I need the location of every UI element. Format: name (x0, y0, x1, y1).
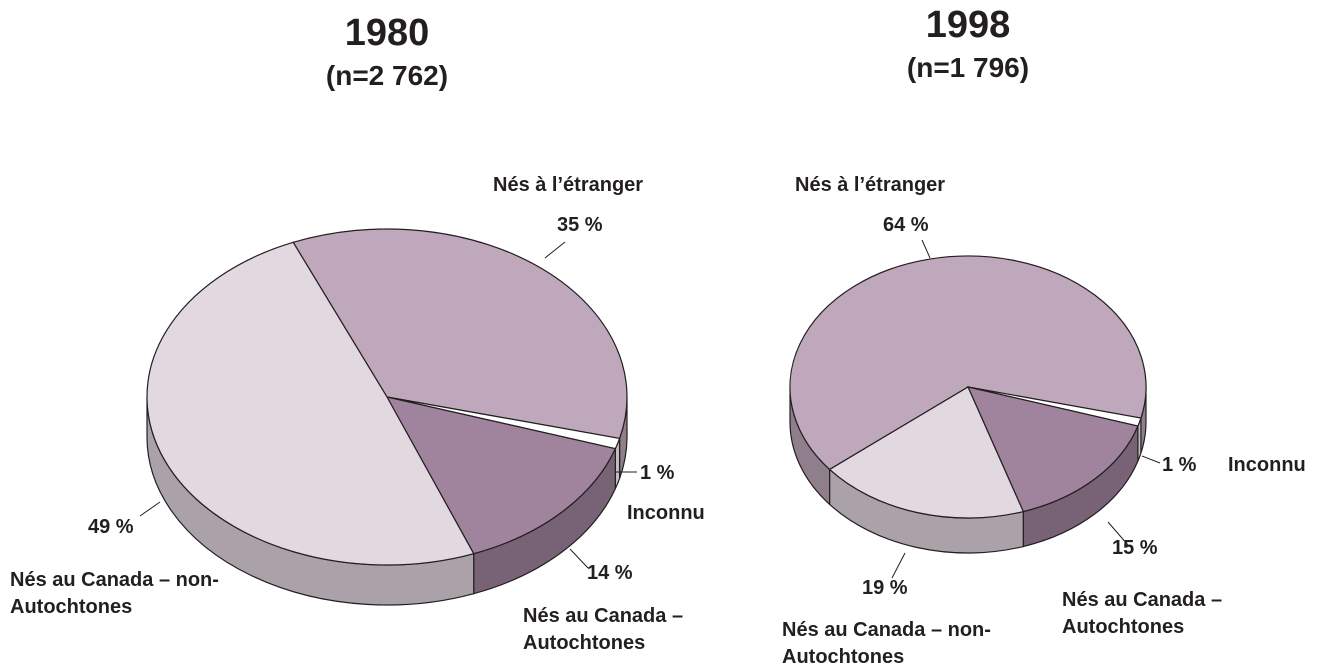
leader-line (139, 501, 161, 517)
value-label: 19 % (862, 577, 908, 599)
value-label: 35 % (557, 214, 603, 236)
leader-line (1107, 521, 1129, 546)
slice-label: Inconnu (1228, 454, 1306, 476)
slice (828, 386, 1025, 519)
leader-line (891, 552, 906, 579)
slice (789, 255, 1147, 471)
leader-line (569, 548, 589, 569)
slice-label: Nés au Canada – non-Autochtones (782, 619, 991, 668)
slice-label: Nés à l’étranger (493, 174, 644, 196)
chart-title: 1980 (344, 12, 430, 54)
leader-line (544, 241, 566, 259)
value-label: 49 % (88, 516, 134, 538)
chart-title: 1998 (925, 4, 1011, 46)
slice (966, 386, 1139, 513)
leader-line (921, 239, 931, 259)
value-label: 64 % (883, 214, 929, 236)
leader-line (1141, 455, 1161, 464)
slice (146, 241, 475, 566)
chart-subtitle: (n=2 762) (325, 60, 449, 91)
slice-label: Nés au Canada – Autochtones (523, 605, 684, 654)
slice-label: Nés au Canada – non-Autochtones (10, 569, 219, 618)
slice-label: Inconnu (627, 502, 705, 524)
value-label: 1 % (640, 462, 675, 484)
value-label: 14 % (587, 562, 633, 584)
value-label: 15 % (1112, 537, 1158, 559)
slice (292, 228, 628, 440)
slice-label: Nés au Canada – Autochtones (1062, 589, 1223, 638)
value-label: 1 % (1162, 454, 1197, 476)
chart-subtitle: (n=1 796) (906, 52, 1030, 83)
slice-label: Nés à l’étranger (795, 174, 946, 196)
slice (385, 396, 617, 555)
